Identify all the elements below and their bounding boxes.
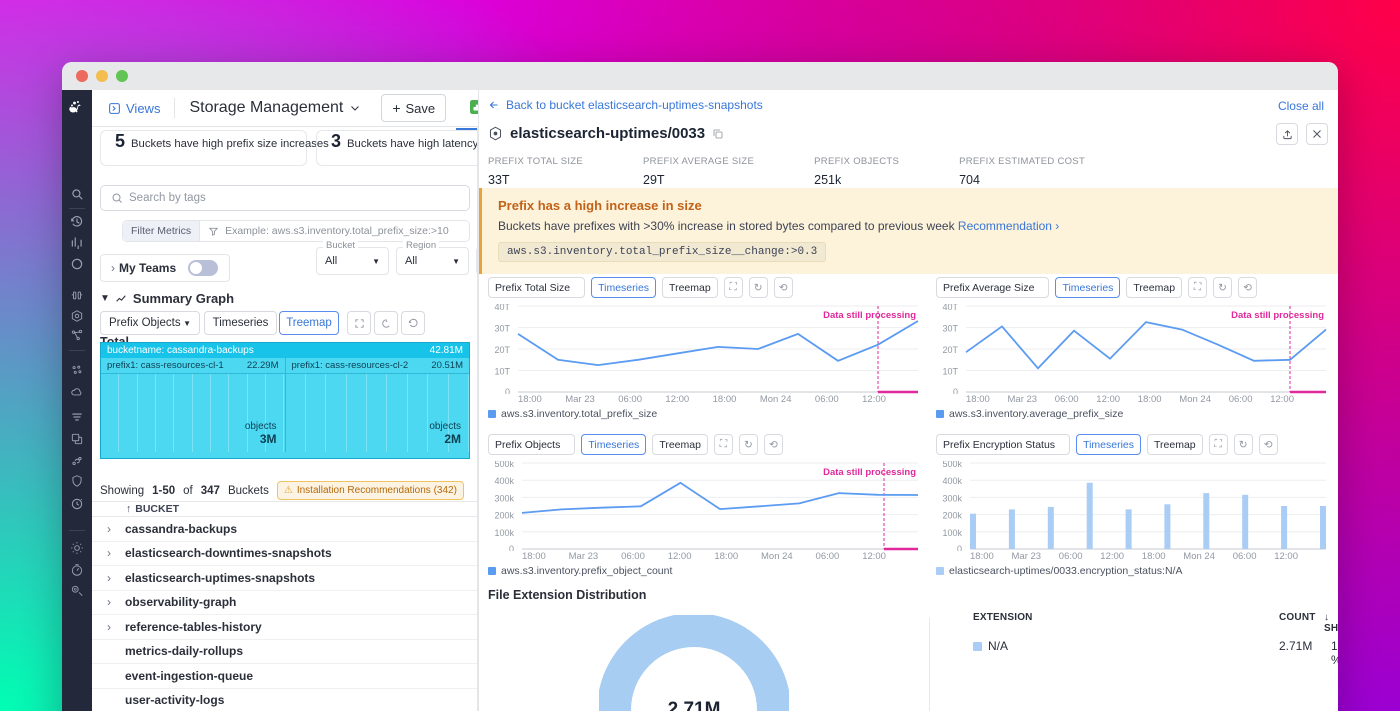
svg-text:500k: 500k [494, 461, 514, 469]
svg-text:30T: 30T [942, 324, 958, 334]
svg-text:200k: 200k [942, 511, 962, 521]
svg-text:2.71M: 2.71M [668, 699, 721, 711]
svg-text:100k: 100k [494, 528, 514, 538]
svg-text:10T: 10T [494, 367, 510, 377]
svg-text:Data still processing: Data still processing [1231, 310, 1324, 321]
svg-text:Data still processing: Data still processing [823, 310, 916, 321]
svg-text:30T: 30T [494, 324, 510, 334]
svg-text:0: 0 [957, 544, 962, 551]
svg-text:0: 0 [953, 387, 958, 394]
svg-text:500k: 500k [942, 461, 962, 469]
svg-text:300k: 300k [494, 493, 514, 503]
svg-text:400k: 400k [494, 476, 514, 486]
svg-text:Data still processing: Data still processing [823, 467, 916, 478]
svg-text:0: 0 [505, 387, 510, 394]
svg-text:200k: 200k [494, 511, 514, 521]
svg-text:40T: 40T [942, 304, 958, 312]
svg-text:100k: 100k [942, 528, 962, 538]
svg-text:10T: 10T [942, 367, 958, 377]
svg-text:40T: 40T [494, 304, 510, 312]
svg-text:20T: 20T [494, 345, 510, 355]
svg-text:400k: 400k [942, 476, 962, 486]
svg-text:20T: 20T [942, 345, 958, 355]
svg-text:300k: 300k [942, 493, 962, 503]
svg-text:0: 0 [509, 544, 514, 551]
